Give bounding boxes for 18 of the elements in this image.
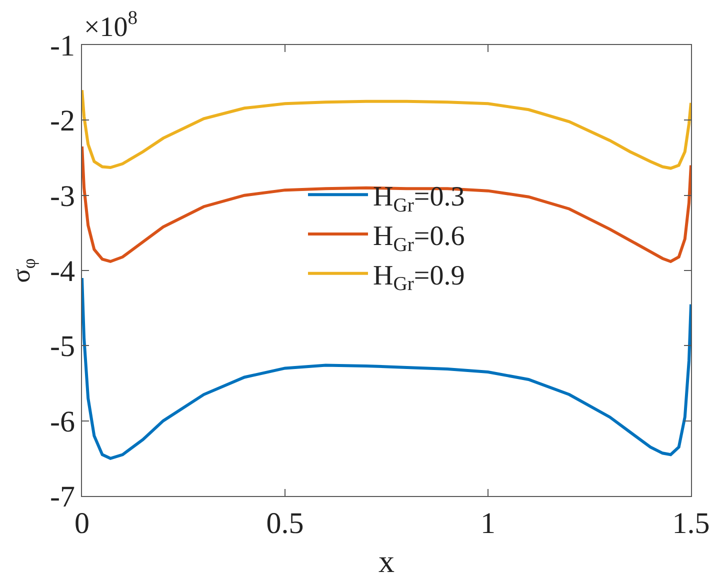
y-tick-label: -3 [50,180,75,213]
y-tick-label: -1 [50,30,75,62]
line-series [82,144,691,263]
x-tick-label: 1.5 [672,507,710,540]
y-tick-label: -7 [50,480,75,514]
x-tick-label: 0 [74,507,90,540]
legend-label: H$_{Gr}$=0.3 [373,182,465,216]
line-series [82,88,691,170]
y-tick-label: -6 [50,405,75,438]
y-tick-label: -5 [50,330,75,364]
y-tick-label: -2 [50,104,75,138]
y-tick-label: -4 [50,255,75,288]
text: ×10$^{8}$ [84,8,138,43]
legend-label: H$_{Gr}$=0.9 [373,260,465,296]
x-tick-label: 0.5 [266,507,304,540]
x-axis-title: x [378,542,394,579]
legend-label: H$_{Gr}$=0.6 [373,220,465,256]
x-tick-label: 1 [480,507,496,540]
